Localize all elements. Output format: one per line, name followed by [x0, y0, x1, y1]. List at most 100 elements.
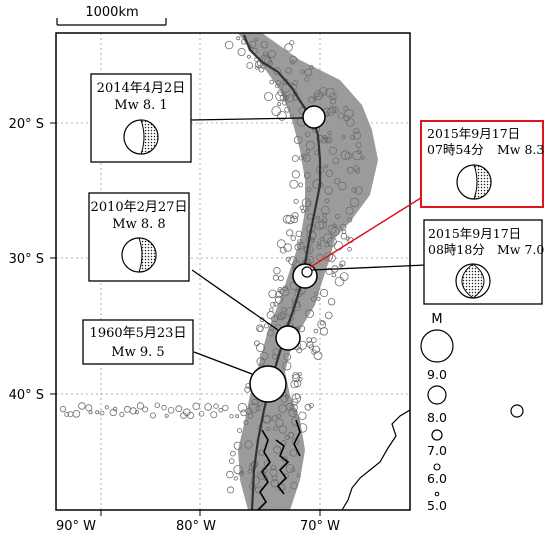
- earthquake-circle: [267, 60, 273, 67]
- earthquake-circle: [285, 214, 295, 225]
- earthquake-circle: [129, 407, 137, 415]
- earthquake-circle: [349, 134, 356, 140]
- earthquake-circle: [320, 205, 330, 215]
- earthquake-circle: [337, 112, 345, 120]
- earthquake-circle: [275, 79, 282, 86]
- earthquake-circle: [260, 40, 269, 49]
- earthquake-circle: [326, 107, 335, 116]
- epicenter-2010: [275, 325, 301, 351]
- legend-outlier-circle: [510, 404, 524, 418]
- event-magnitude: Mw 9. 5: [111, 345, 164, 360]
- earthquake-circle: [318, 87, 328, 96]
- legend-level: 7.0: [427, 443, 447, 458]
- earthquake-circle: [354, 186, 363, 195]
- earthquake-circle: [257, 326, 264, 333]
- leader-line-highlight: [308, 195, 425, 269]
- earthquake-circle: [277, 89, 284, 96]
- y-tick-label: 20° S: [9, 117, 44, 132]
- earthquake-circle: [325, 87, 335, 98]
- earthquake-circle: [248, 462, 257, 471]
- earthquake-circle: [272, 426, 278, 432]
- earthquake-circle: [353, 165, 360, 172]
- earthquake-circle: [280, 307, 286, 312]
- earthquake-circle: [255, 405, 261, 412]
- earthquake-circle: [273, 301, 279, 307]
- earthquake-circle: [284, 43, 293, 52]
- earthquake-circle: [291, 155, 299, 162]
- earthquake-circle: [298, 411, 307, 420]
- legend-level: 8.0: [427, 410, 447, 425]
- earthquake-circle: [296, 347, 303, 354]
- earthquake-circle: [316, 296, 321, 301]
- earthquake-circle: [95, 410, 100, 415]
- earthquake-circle: [325, 267, 333, 275]
- earthquake-circle: [329, 92, 337, 101]
- earthquake-circle: [281, 440, 287, 446]
- earthquake-circle: [290, 380, 299, 389]
- earthquake-circle: [281, 456, 288, 463]
- earthquake-circle: [327, 224, 337, 234]
- earthquake-circle: [327, 130, 333, 136]
- earthquake-circle: [226, 470, 234, 479]
- earthquake-circle: [112, 406, 118, 412]
- earthquake-circle: [299, 205, 304, 210]
- earthquake-circle: [252, 47, 258, 54]
- earthquake-circle: [327, 298, 336, 306]
- earthquake-circle: [266, 426, 271, 432]
- earthquake-circle: [349, 197, 360, 208]
- earthquake-circle: [332, 157, 340, 165]
- earthquake-circle: [119, 411, 125, 417]
- earthquake-circle: [233, 476, 238, 481]
- earthquake-circle: [204, 403, 212, 411]
- earthquake-circle: [271, 106, 282, 116]
- earthquake-circle: [305, 208, 310, 212]
- earthquake-circle: [243, 419, 249, 425]
- earthquake-circle: [233, 464, 243, 475]
- earthquake-circle: [264, 92, 274, 102]
- earthquake-circle: [296, 241, 305, 250]
- earthquake-circle: [218, 407, 224, 413]
- earthquake-circle: [281, 92, 287, 97]
- x-tick-label: 90° W: [56, 519, 96, 534]
- y-tick-label: 30° S: [9, 252, 44, 267]
- event-box-2010: 2010年2月27日 Mw 8. 8: [88, 192, 190, 282]
- earthquake-circle: [291, 417, 300, 426]
- legend-circle-7: [431, 429, 443, 441]
- earthquake-circle: [237, 427, 243, 433]
- earthquake-circle: [284, 434, 290, 440]
- earthquake-circle: [298, 325, 306, 333]
- earthquake-circle: [305, 309, 314, 318]
- earthquake-circle: [255, 343, 265, 353]
- earthquake-circle: [285, 464, 295, 473]
- legend-circle-9: [420, 329, 454, 363]
- earthquake-circle: [233, 441, 242, 450]
- earthquake-circle: [301, 198, 312, 208]
- earthquake-circle: [305, 131, 311, 137]
- earthquake-circle: [305, 140, 315, 150]
- earthquake-circle: [278, 404, 288, 413]
- earthquake-circle: [345, 206, 354, 215]
- earthquake-circle: [318, 220, 327, 229]
- earthquake-circle: [346, 166, 354, 174]
- earthquake-circle: [308, 402, 314, 408]
- earthquake-circle: [356, 149, 362, 155]
- earthquake-circle: [296, 473, 301, 478]
- earthquake-circle: [238, 471, 244, 477]
- earthquake-circle: [341, 135, 346, 140]
- earthquake-circle: [301, 209, 306, 214]
- earthquake-circle: [198, 410, 205, 417]
- earthquake-circle: [295, 230, 302, 237]
- earthquake-circle: [277, 287, 283, 293]
- earthquake-circle: [284, 106, 291, 113]
- earthquake-circle: [323, 233, 333, 243]
- earthquake-circle: [315, 220, 325, 230]
- earthquake-circle: [284, 394, 290, 399]
- focal-mechanism-icon: [121, 237, 157, 273]
- earthquake-circle: [258, 66, 265, 73]
- event-date: 2015年9月17日: [427, 126, 520, 141]
- legend-level: 5.0: [427, 498, 447, 513]
- x-axis: 90° W 80° W 70° W: [56, 510, 340, 534]
- event-magnitude: Mw 8.3: [497, 142, 544, 157]
- event-magnitude: Mw 7.0: [497, 242, 544, 257]
